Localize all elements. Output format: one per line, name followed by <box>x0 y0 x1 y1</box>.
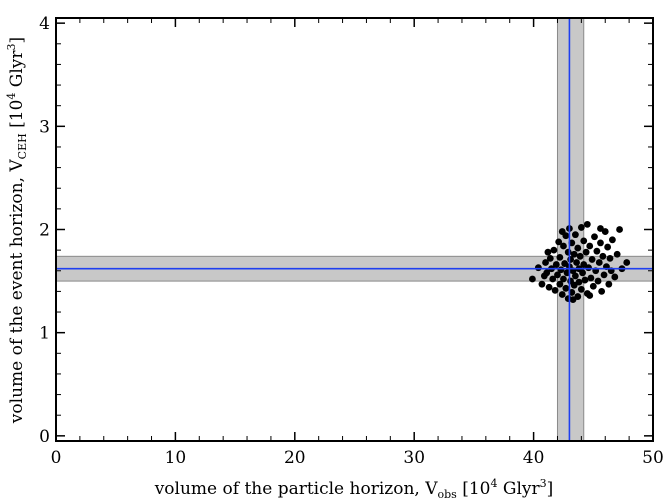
x-axis-title: volume of the particle horizon, Vobs [10… <box>154 477 554 501</box>
reference-lines <box>56 18 653 441</box>
data-point <box>552 261 560 268</box>
data-point <box>570 250 578 258</box>
data-point <box>611 273 619 281</box>
x-tick-label: 40 <box>523 448 545 468</box>
data-point <box>623 259 631 266</box>
y-tick-label: 3 <box>39 117 50 137</box>
data-point <box>560 275 567 283</box>
data-point <box>558 291 566 298</box>
data-point <box>595 259 603 266</box>
data-point <box>558 228 566 235</box>
y-axis-title: volume of the event horizon, VCEH [104 G… <box>5 37 29 424</box>
data-point <box>574 244 582 252</box>
data-point <box>582 248 590 256</box>
data-point <box>571 272 579 280</box>
x-tick-label: 30 <box>403 448 425 468</box>
data-point <box>571 231 579 239</box>
data-point <box>542 259 549 266</box>
data-point <box>569 296 577 304</box>
data-point <box>600 271 608 279</box>
data-point <box>580 237 588 245</box>
data-point <box>605 280 613 288</box>
data-point <box>557 266 565 274</box>
data-point <box>586 242 594 250</box>
data-point <box>577 285 585 293</box>
data-point <box>597 239 604 247</box>
data-point <box>534 264 542 272</box>
data-point <box>583 220 591 228</box>
data-point <box>589 282 597 290</box>
data-point <box>573 259 580 266</box>
data-point <box>577 224 585 231</box>
data-point <box>599 252 607 260</box>
data-point <box>556 253 564 261</box>
data-point <box>562 284 570 292</box>
data-point <box>616 226 623 233</box>
data-point <box>546 254 554 262</box>
data-point <box>550 246 558 254</box>
data-point <box>545 283 553 291</box>
y-tick-label: 1 <box>39 324 50 344</box>
data-point <box>560 242 567 250</box>
data-point <box>609 236 616 244</box>
data-point <box>554 271 561 279</box>
data-point <box>551 286 559 294</box>
x-axis-ticks: 0 10 20 30 40 50 <box>51 18 663 468</box>
data-point <box>598 288 606 295</box>
data-point <box>591 233 598 241</box>
data-point <box>549 275 557 283</box>
data-point <box>586 292 594 299</box>
data-point <box>575 278 583 286</box>
data-point <box>593 247 601 255</box>
data-point <box>544 248 552 256</box>
y-tick-label: 0 <box>39 427 50 447</box>
data-point <box>576 252 584 260</box>
data-point <box>604 243 612 251</box>
data-point <box>581 276 589 284</box>
y-axis-ticks: 0 1 2 3 4 <box>39 14 653 447</box>
data-point <box>597 225 604 232</box>
data-point <box>555 238 563 246</box>
data-points <box>529 220 631 304</box>
data-point <box>579 269 586 277</box>
data-point <box>556 280 564 288</box>
x-tick-label: 50 <box>642 448 663 468</box>
y-tick-label: 2 <box>39 221 50 241</box>
data-point <box>613 250 621 258</box>
data-point <box>606 254 614 262</box>
data-point <box>529 275 536 283</box>
data-point <box>587 274 595 282</box>
x-tick-label: 10 <box>165 448 187 468</box>
data-point <box>594 277 602 285</box>
data-point <box>564 248 572 256</box>
data-point <box>538 280 546 288</box>
data-point <box>588 256 596 263</box>
x-tick-label: 20 <box>284 448 306 468</box>
data-point <box>585 264 592 272</box>
data-point <box>540 272 548 280</box>
x-tick-label: 0 <box>51 448 62 468</box>
y-tick-label: 4 <box>39 14 50 34</box>
